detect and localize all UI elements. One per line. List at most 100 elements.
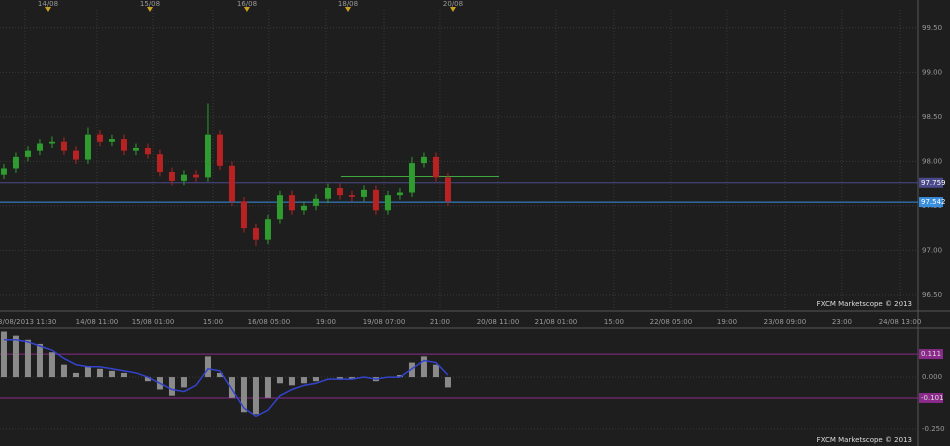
histogram-bar xyxy=(216,372,223,378)
y-tick-label: 97.00 xyxy=(922,246,942,254)
candle-body xyxy=(180,174,187,181)
level-label-box xyxy=(919,349,943,360)
histogram-bar xyxy=(96,368,103,378)
histogram-bar xyxy=(300,377,307,384)
candle-body xyxy=(252,228,259,240)
histogram-bar xyxy=(72,372,79,378)
histogram-bar xyxy=(0,331,7,378)
histogram-bar xyxy=(240,377,247,413)
candle-body xyxy=(240,201,247,229)
histogram-bar xyxy=(336,377,343,380)
date-marker xyxy=(450,7,456,12)
date-marker xyxy=(243,7,250,12)
candle-body xyxy=(384,195,391,211)
level-label: 0.111 xyxy=(921,350,941,358)
y-tick-label: 99.00 xyxy=(922,68,942,76)
indicator-line xyxy=(3,339,449,418)
x-tick-label: 23:00 xyxy=(832,318,852,326)
candle-body xyxy=(312,198,319,206)
watermark: FXCM Marketscope © 2013 xyxy=(817,436,912,444)
x-tick-label: 19:00 xyxy=(316,318,336,326)
candle-body xyxy=(0,168,7,175)
date-marker-label: 14/08 xyxy=(38,0,58,8)
candle-body xyxy=(420,156,427,164)
candle-body xyxy=(132,147,139,151)
level-label: -0.101 xyxy=(921,394,944,402)
candle-body xyxy=(408,163,415,193)
y-tick-label: 99.50 xyxy=(922,24,942,32)
candle-body xyxy=(204,134,211,178)
histogram-bar xyxy=(396,374,403,378)
histogram-bar xyxy=(228,377,235,398)
histogram-bar xyxy=(24,339,31,378)
date-marker-label: 18/08 xyxy=(338,0,358,8)
candle-body xyxy=(36,143,43,151)
level-label-box xyxy=(919,392,943,403)
candle-body xyxy=(264,219,271,240)
histogram-bar xyxy=(288,377,295,386)
candle-body xyxy=(372,189,379,211)
x-tick-label: 21:00 xyxy=(430,318,450,326)
histogram-bar xyxy=(420,356,427,378)
histogram-bar xyxy=(144,377,151,382)
date-marker-label: 20/08 xyxy=(443,0,463,8)
watermark: FXCM Marketscope © 2013 xyxy=(817,300,912,308)
candle-body xyxy=(96,134,103,142)
candle-body xyxy=(348,195,355,197)
candle-body xyxy=(156,154,163,173)
candle-body xyxy=(72,150,79,160)
x-tick-label: 14/08 11:00 xyxy=(76,318,119,326)
candle-body xyxy=(48,141,55,144)
candle-body xyxy=(108,139,115,142)
candle-body xyxy=(288,195,295,211)
candle-body xyxy=(336,188,343,196)
y-tick-label: 0.000 xyxy=(922,373,942,381)
x-tick-label: 23/08 09:00 xyxy=(764,318,807,326)
histogram-bar xyxy=(12,335,19,378)
y-tick-label: -0.250 xyxy=(922,425,945,433)
candle-body xyxy=(168,172,175,181)
x-tick-label: 13/08/2013 11:30 xyxy=(0,318,56,326)
histogram-bar xyxy=(252,377,259,415)
level-label: 97.542 xyxy=(921,198,946,206)
x-tick-label: 24/08 13:00 xyxy=(879,318,922,326)
y-tick-label: 96.50 xyxy=(922,291,942,299)
level-label: 97.759 xyxy=(921,179,946,187)
histogram-bar xyxy=(36,343,43,378)
x-tick-label: 20/08 11:00 xyxy=(477,318,520,326)
x-tick-label: 19/08 07:00 xyxy=(363,318,406,326)
candle-body xyxy=(432,156,439,178)
candle-body xyxy=(144,147,151,155)
histogram-bar xyxy=(444,377,451,388)
candle-body xyxy=(276,195,283,220)
histogram-bar xyxy=(60,364,67,378)
candle-body xyxy=(24,150,31,157)
candle-body xyxy=(228,165,235,202)
candle-body xyxy=(360,189,367,197)
level-label-box xyxy=(919,177,943,188)
y-tick-label: 98.00 xyxy=(922,157,942,165)
histogram-bar xyxy=(312,377,319,382)
candle-body xyxy=(216,134,223,166)
candle-body xyxy=(84,134,91,160)
level-label-box xyxy=(919,197,943,208)
histogram-bar xyxy=(180,377,187,388)
y-tick-label: 98.50 xyxy=(922,113,942,121)
candle-body xyxy=(192,174,199,178)
candle-body xyxy=(12,156,19,169)
histogram-bar xyxy=(264,377,271,398)
histogram-bar xyxy=(408,362,415,378)
histogram-bar xyxy=(204,356,211,378)
candle-body xyxy=(396,192,403,196)
x-tick-label: 19:00 xyxy=(717,318,737,326)
x-tick-label: 15/08 01:00 xyxy=(132,318,175,326)
histogram-bar xyxy=(108,370,115,378)
x-tick-label: 15:00 xyxy=(203,318,223,326)
candle-body xyxy=(60,141,67,151)
date-marker-label: 16/08 xyxy=(237,0,257,8)
candle-body xyxy=(324,188,331,199)
histogram-bar xyxy=(432,364,439,378)
candle-body xyxy=(120,139,127,151)
